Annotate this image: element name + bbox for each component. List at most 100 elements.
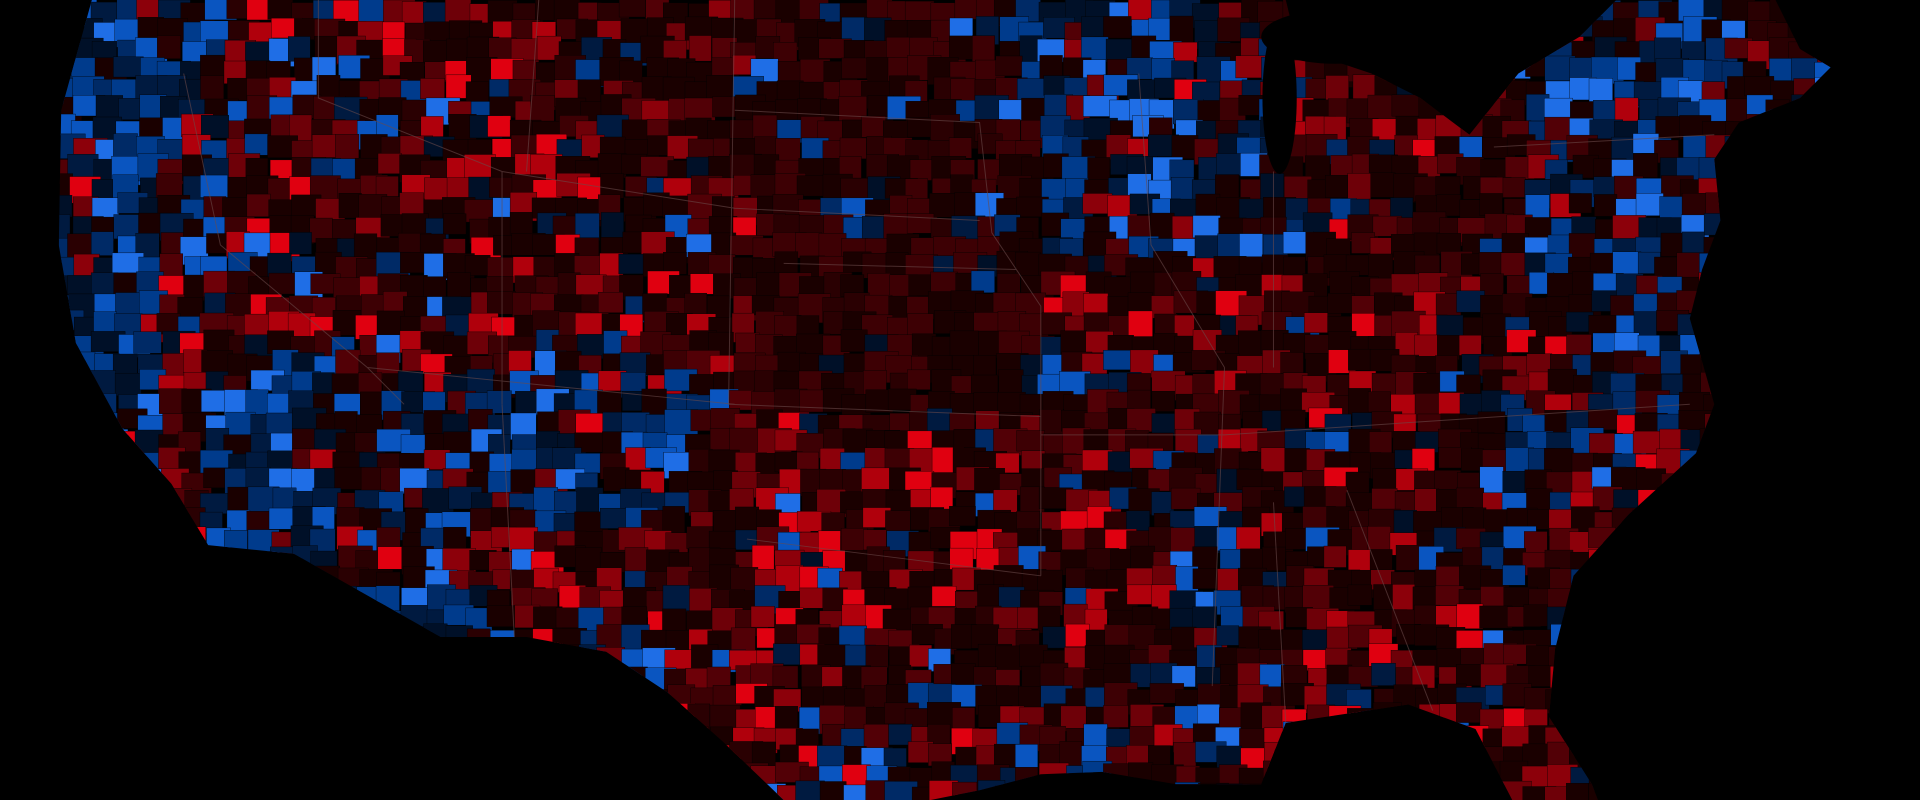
county bbox=[732, 216, 757, 238]
county bbox=[268, 272, 297, 295]
county bbox=[1544, 448, 1574, 474]
county bbox=[730, 567, 759, 592]
county bbox=[1083, 723, 1108, 748]
county bbox=[1633, 153, 1658, 178]
county bbox=[1502, 177, 1526, 198]
county bbox=[948, 137, 972, 159]
county bbox=[335, 349, 361, 378]
county bbox=[1087, 157, 1111, 182]
county bbox=[1148, 644, 1172, 665]
county bbox=[1526, 488, 1553, 511]
county bbox=[819, 781, 847, 800]
county bbox=[267, 0, 294, 20]
county bbox=[1436, 233, 1461, 255]
county bbox=[1235, 55, 1266, 79]
county bbox=[338, 193, 362, 219]
county bbox=[1479, 193, 1503, 216]
county bbox=[511, 448, 540, 471]
county bbox=[1169, 15, 1194, 44]
county bbox=[839, 137, 867, 160]
county bbox=[200, 174, 228, 198]
county bbox=[246, 193, 271, 217]
county bbox=[1015, 251, 1041, 277]
county bbox=[1323, 545, 1347, 568]
county bbox=[334, 466, 365, 490]
county bbox=[1280, 352, 1304, 374]
county bbox=[861, 467, 891, 493]
county bbox=[885, 510, 911, 533]
county bbox=[735, 506, 760, 533]
county bbox=[508, 526, 538, 552]
county bbox=[487, 115, 512, 138]
county bbox=[863, 723, 889, 751]
county bbox=[1103, 16, 1132, 39]
county bbox=[795, 232, 822, 259]
county bbox=[1594, 194, 1618, 217]
county bbox=[1065, 623, 1090, 647]
county bbox=[708, 490, 734, 514]
county bbox=[817, 745, 848, 767]
county bbox=[1392, 584, 1415, 611]
county bbox=[1262, 546, 1286, 571]
county bbox=[1566, 783, 1589, 800]
county bbox=[1458, 335, 1482, 356]
county bbox=[970, 270, 995, 293]
county bbox=[909, 37, 938, 58]
county bbox=[1173, 41, 1198, 63]
county bbox=[1413, 372, 1441, 395]
county bbox=[1478, 252, 1504, 276]
county bbox=[1528, 665, 1552, 687]
county bbox=[447, 272, 471, 298]
county bbox=[245, 389, 269, 416]
county bbox=[420, 116, 444, 139]
county bbox=[1523, 604, 1548, 627]
county bbox=[58, 214, 71, 241]
county bbox=[1236, 468, 1264, 490]
county bbox=[1170, 487, 1201, 510]
county bbox=[1260, 447, 1286, 476]
county bbox=[508, 350, 532, 374]
county bbox=[1744, 76, 1775, 97]
county bbox=[399, 192, 424, 216]
county bbox=[555, 607, 579, 629]
county bbox=[709, 704, 741, 729]
county bbox=[621, 412, 650, 434]
county bbox=[333, 277, 363, 299]
county bbox=[1456, 603, 1484, 629]
county bbox=[1103, 663, 1132, 686]
county bbox=[1327, 292, 1355, 314]
county bbox=[443, 526, 467, 550]
county bbox=[1368, 253, 1394, 279]
county bbox=[1502, 564, 1526, 586]
county bbox=[1367, 526, 1391, 552]
county bbox=[929, 193, 958, 218]
county bbox=[1016, 430, 1045, 452]
county bbox=[1325, 175, 1348, 198]
county bbox=[750, 606, 775, 628]
county bbox=[1500, 252, 1526, 276]
county bbox=[1081, 36, 1109, 61]
county bbox=[597, 292, 624, 313]
county bbox=[420, 78, 445, 100]
county bbox=[949, 506, 976, 527]
county bbox=[954, 0, 980, 20]
county bbox=[1501, 233, 1529, 255]
county bbox=[995, 55, 1023, 77]
county bbox=[998, 369, 1024, 394]
county bbox=[949, 393, 978, 414]
county bbox=[1348, 388, 1371, 416]
county bbox=[773, 643, 803, 666]
county bbox=[1302, 212, 1333, 235]
county bbox=[600, 212, 624, 239]
county bbox=[288, 36, 311, 62]
county bbox=[377, 153, 402, 174]
county bbox=[1544, 786, 1568, 800]
county bbox=[289, 232, 312, 255]
county bbox=[885, 252, 909, 275]
county bbox=[157, 35, 181, 59]
county bbox=[201, 390, 229, 413]
county bbox=[861, 115, 886, 138]
county bbox=[93, 311, 117, 335]
county bbox=[530, 95, 555, 122]
county bbox=[67, 154, 99, 177]
